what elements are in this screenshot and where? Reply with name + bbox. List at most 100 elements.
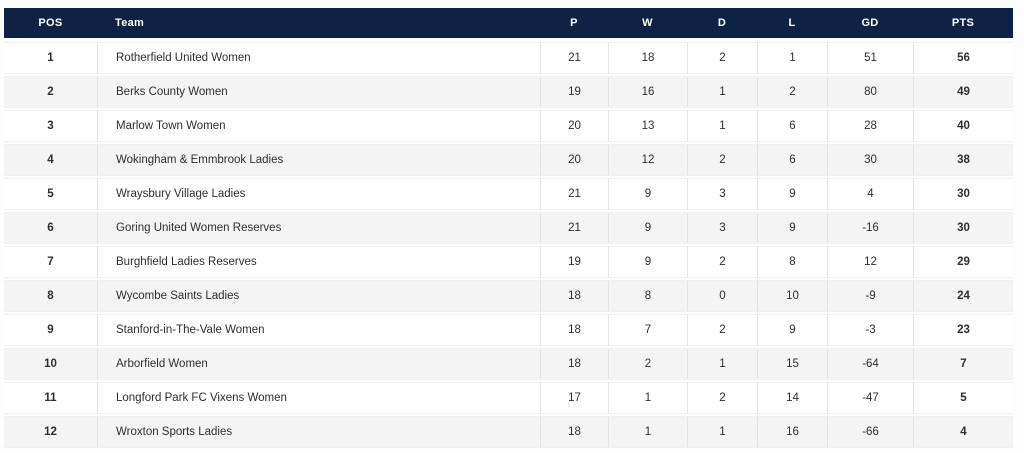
league-table: POS Team P W D L GD PTS 1 Rotherfield United Wom…: [4, 8, 1013, 450]
cell-d: 2: [687, 145, 757, 175]
cell-gd: -16: [827, 213, 913, 243]
table-body: 1 Rotherfield United Women 21 18 2 1 51 56 2 Berk…: [4, 42, 1013, 448]
cell-pts: 24: [913, 281, 1013, 311]
cell-d: 1: [687, 111, 757, 141]
cell-w: 9: [608, 179, 687, 209]
cell-pos: 1: [47, 52, 54, 64]
cell-p: 17: [540, 383, 608, 413]
table-row: 8 Wycombe Saints Ladies 18 8 0 10 -9 24: [4, 280, 1013, 312]
cell-p: 19: [540, 247, 608, 277]
team-name: Wraysbury Village Ladies: [97, 179, 540, 209]
cell-w: 9: [608, 247, 687, 277]
cell-w: 9: [608, 213, 687, 243]
team-name: Marlow Town Women: [97, 111, 540, 141]
cell-gd: 30: [827, 145, 913, 175]
cell-gd: 51: [827, 43, 913, 73]
cell-p: 21: [540, 213, 608, 243]
cell-pos: 11: [44, 392, 57, 404]
team-name: Stanford-in-The-Vale Women: [97, 315, 540, 345]
cell-pos: 6: [47, 222, 54, 234]
table-row: 11 Longford Park FC Vixens Women 17 1 2 14 -47…: [4, 382, 1013, 414]
cell-d: 2: [687, 315, 757, 345]
team-name: Longford Park FC Vixens Women: [97, 383, 540, 413]
table-row: 10 Arborfield Women 18 2 1 15 -64 7: [4, 348, 1013, 380]
cell-pos: 9: [47, 324, 54, 336]
cell-d: 2: [687, 247, 757, 277]
table-header-row: POS Team P W D L GD PTS: [4, 8, 1013, 38]
cell-p: 19: [540, 77, 608, 107]
cell-gd: -3: [827, 315, 913, 345]
cell-pts: 38: [913, 145, 1013, 175]
cell-gd: -64: [827, 349, 913, 379]
cell-d: 3: [687, 179, 757, 209]
cell-w: 7: [608, 315, 687, 345]
team-name: Berks County Women: [97, 77, 540, 107]
cell-l: 2: [757, 77, 827, 107]
cell-l: 9: [757, 179, 827, 209]
cell-pos: 5: [47, 188, 54, 200]
cell-pos: 12: [44, 426, 57, 438]
table-row: 7 Burghfield Ladies Reserves 19 9 2 8 12 29: [4, 246, 1013, 278]
cell-pts: 4: [913, 417, 1013, 447]
cell-pos: 3: [47, 120, 54, 132]
table-row: 3 Marlow Town Women 20 13 1 6 28 40: [4, 110, 1013, 142]
cell-pos: 10: [44, 358, 57, 370]
table-row: 5 Wraysbury Village Ladies 21 9 3 9 4 30: [4, 178, 1013, 210]
column-header-l: L: [788, 17, 796, 29]
cell-p: 20: [540, 145, 608, 175]
cell-gd: 80: [827, 77, 913, 107]
cell-d: 1: [687, 417, 757, 447]
cell-d: 0: [687, 281, 757, 311]
cell-p: 21: [540, 179, 608, 209]
cell-p: 21: [540, 43, 608, 73]
cell-pos: 2: [47, 86, 54, 98]
cell-d: 1: [687, 77, 757, 107]
cell-l: 14: [757, 383, 827, 413]
cell-p: 18: [540, 315, 608, 345]
cell-pts: 30: [913, 213, 1013, 243]
cell-l: 8: [757, 247, 827, 277]
column-header-team: Team: [115, 17, 145, 29]
cell-p: 18: [540, 281, 608, 311]
table-row: 2 Berks County Women 19 16 1 2 80 49: [4, 76, 1013, 108]
cell-p: 18: [540, 417, 608, 447]
cell-gd: 12: [827, 247, 913, 277]
team-name: Burghfield Ladies Reserves: [97, 247, 540, 277]
cell-d: 3: [687, 213, 757, 243]
cell-gd: 28: [827, 111, 913, 141]
column-header-pos: POS: [38, 17, 63, 29]
cell-d: 1: [687, 349, 757, 379]
cell-w: 2: [608, 349, 687, 379]
team-name: Goring United Women Reserves: [97, 213, 540, 243]
cell-p: 18: [540, 349, 608, 379]
cell-d: 2: [687, 383, 757, 413]
column-header-w: W: [642, 17, 653, 29]
cell-w: 8: [608, 281, 687, 311]
cell-pts: 29: [913, 247, 1013, 277]
cell-pts: 7: [913, 349, 1013, 379]
cell-d: 2: [687, 43, 757, 73]
cell-gd: -9: [827, 281, 913, 311]
table-row: 12 Wroxton Sports Ladies 18 1 1 16 -66 4: [4, 416, 1013, 448]
cell-gd: 4: [827, 179, 913, 209]
cell-pts: 49: [913, 77, 1013, 107]
cell-w: 16: [608, 77, 687, 107]
cell-w: 1: [608, 417, 687, 447]
cell-pos: 4: [47, 154, 54, 166]
cell-w: 12: [608, 145, 687, 175]
team-name: Wroxton Sports Ladies: [97, 417, 540, 447]
cell-l: 15: [757, 349, 827, 379]
column-header-pts: PTS: [951, 17, 975, 29]
cell-gd: -66: [827, 417, 913, 447]
cell-pts: 40: [913, 111, 1013, 141]
table-row: 9 Stanford-in-The-Vale Women 18 7 2 9 -3 23: [4, 314, 1013, 346]
cell-p: 20: [540, 111, 608, 141]
table-row: 1 Rotherfield United Women 21 18 2 1 51 56: [4, 42, 1013, 74]
table-row: 4 Wokingham & Emmbrook Ladies 20 12 2 6 30 38: [4, 144, 1013, 176]
cell-pts: 23: [913, 315, 1013, 345]
cell-pts: 56: [913, 43, 1013, 73]
team-name: Wokingham & Emmbrook Ladies: [97, 145, 540, 175]
cell-l: 1: [757, 43, 827, 73]
column-header-gd: GD: [861, 17, 879, 29]
cell-l: 10: [757, 281, 827, 311]
